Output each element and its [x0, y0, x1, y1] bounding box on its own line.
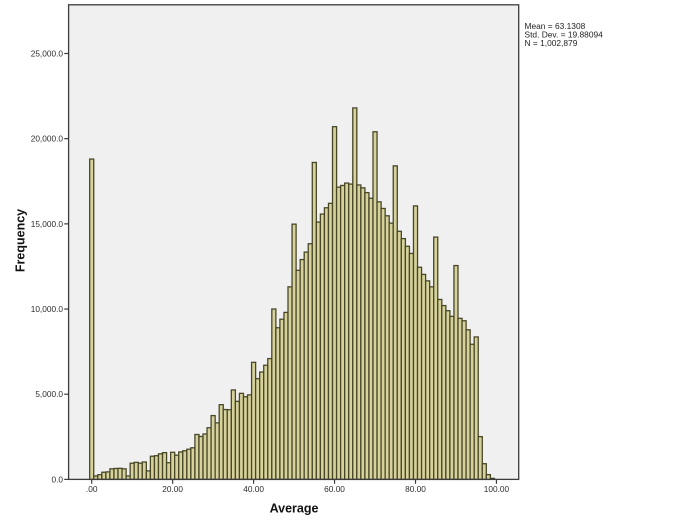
svg-text:Std. Dev. = 19.88094: Std. Dev. = 19.88094	[525, 29, 604, 39]
svg-text:Average: Average	[270, 502, 319, 516]
svg-text:0.0: 0.0	[51, 474, 63, 484]
svg-text:20.00: 20.00	[162, 484, 183, 494]
svg-text:15,000.0: 15,000.0	[31, 219, 64, 229]
svg-text:Mean = 63.1308: Mean = 63.1308	[525, 21, 586, 31]
svg-text:5,000.0: 5,000.0	[35, 389, 63, 399]
svg-text:.00: .00	[86, 484, 98, 494]
svg-text:25,000.0: 25,000.0	[31, 48, 64, 58]
svg-text:Frequency: Frequency	[14, 209, 28, 272]
svg-text:80.00: 80.00	[405, 484, 426, 494]
svg-text:N = 1,002,879: N = 1,002,879	[525, 38, 578, 48]
svg-text:20,000.0: 20,000.0	[31, 134, 64, 144]
svg-text:60.00: 60.00	[324, 484, 345, 494]
svg-text:10,000.0: 10,000.0	[31, 304, 64, 314]
svg-text:100.00: 100.00	[484, 484, 510, 494]
svg-text:40.00: 40.00	[243, 484, 264, 494]
